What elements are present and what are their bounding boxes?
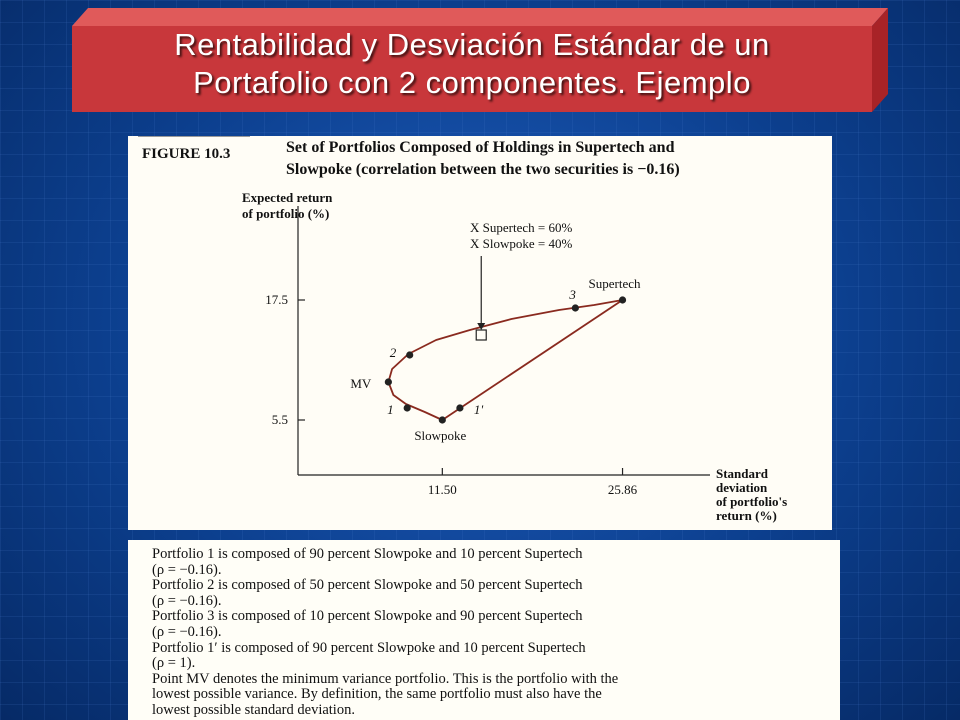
slide-title: Rentabilidad y Desviación Estándar de un… [72, 26, 872, 102]
slide-title-line2: Portafolio con 2 componentes. Ejemplo [193, 65, 751, 100]
slide-title-line1: Rentabilidad y Desviación Estándar de un [174, 27, 770, 62]
description-panel: Portfolio 1 is composed of 90 percent Sl… [128, 540, 840, 720]
x-tick-label: 11.50 [428, 482, 457, 497]
point-label: 2 [390, 345, 397, 360]
description-line: Portfolio 3 is composed of 10 percent Sl… [152, 608, 583, 625]
point-label: MV [350, 376, 372, 391]
description-line: Point MV denotes the minimum variance po… [152, 670, 619, 687]
data-point [456, 404, 464, 412]
x-tick-label: 25.86 [608, 482, 638, 497]
annotation-line1: X Supertech = 60% [470, 220, 572, 235]
description-line: (ρ = −0.16). [152, 592, 222, 609]
chart-marks: 5.5 17.5 11.50 25.86 Slowpoke 1 MV 2 3 Supertech 1… [265, 256, 641, 497]
description-line: Portfolio 1′ is composed of 90 percent S… [152, 639, 586, 656]
data-point [571, 304, 579, 312]
point-label: Supertech [589, 276, 641, 291]
series-line-correlation-one [441, 299, 623, 421]
figure-panel: FIGURE 10.3 Set of Portfolios Composed o… [128, 136, 832, 530]
x-axis-label-line2: deviation [716, 480, 768, 495]
y-axis-label-line2: of portfolio (%) [242, 206, 329, 221]
data-point [384, 378, 392, 386]
point-label: Slowpoke [414, 428, 466, 443]
figure-label: FIGURE 10.3 [142, 146, 230, 162]
description-line: (ρ = −0.16). [152, 561, 222, 578]
description-line: Portfolio 1 is composed of 90 percent Sl… [152, 546, 583, 562]
annotation-arrow-head [477, 323, 486, 330]
description-line: lowest possible standard deviation. [152, 702, 355, 718]
y-tick-label: 5.5 [272, 412, 288, 427]
portfolio-chart: FIGURE 10.3 Set of Portfolios Composed o… [138, 136, 787, 523]
data-point [438, 416, 446, 424]
data-point [406, 351, 414, 359]
description-line: Portfolio 2 is composed of 50 percent Sl… [152, 577, 583, 594]
data-point [618, 296, 627, 304]
x-axis-label-line4: return (%) [716, 508, 777, 523]
title-banner: Rentabilidad y Desviación Estándar de un… [72, 8, 888, 112]
point-label: 3 [568, 287, 576, 302]
figure-caption-line2: Slowpoke (correlation between the two se… [286, 161, 680, 178]
x-axis-label-line3: of portfolio's [716, 494, 787, 509]
point-label: 1' [474, 402, 484, 417]
title-banner-shape [72, 8, 888, 112]
series-line-correlation-negative [387, 299, 623, 421]
y-axis-label-line1: Expected return [242, 190, 333, 205]
point-label: 1 [387, 402, 394, 417]
annotation-line2: X Slowpoke = 40% [470, 236, 572, 251]
data-point [403, 404, 411, 412]
highlight-portfolio-square [475, 329, 487, 341]
x-axis-label-line1: Standard [716, 466, 769, 481]
description-line: (ρ = −0.16). [152, 624, 222, 640]
figure-caption-line1: Set of Portfolios Composed of Holdings i… [286, 139, 675, 156]
description-line: (ρ = 1). [152, 655, 196, 672]
y-tick-label: 17.5 [265, 292, 288, 307]
description-line: lowest possible variance. By definition,… [152, 686, 602, 703]
